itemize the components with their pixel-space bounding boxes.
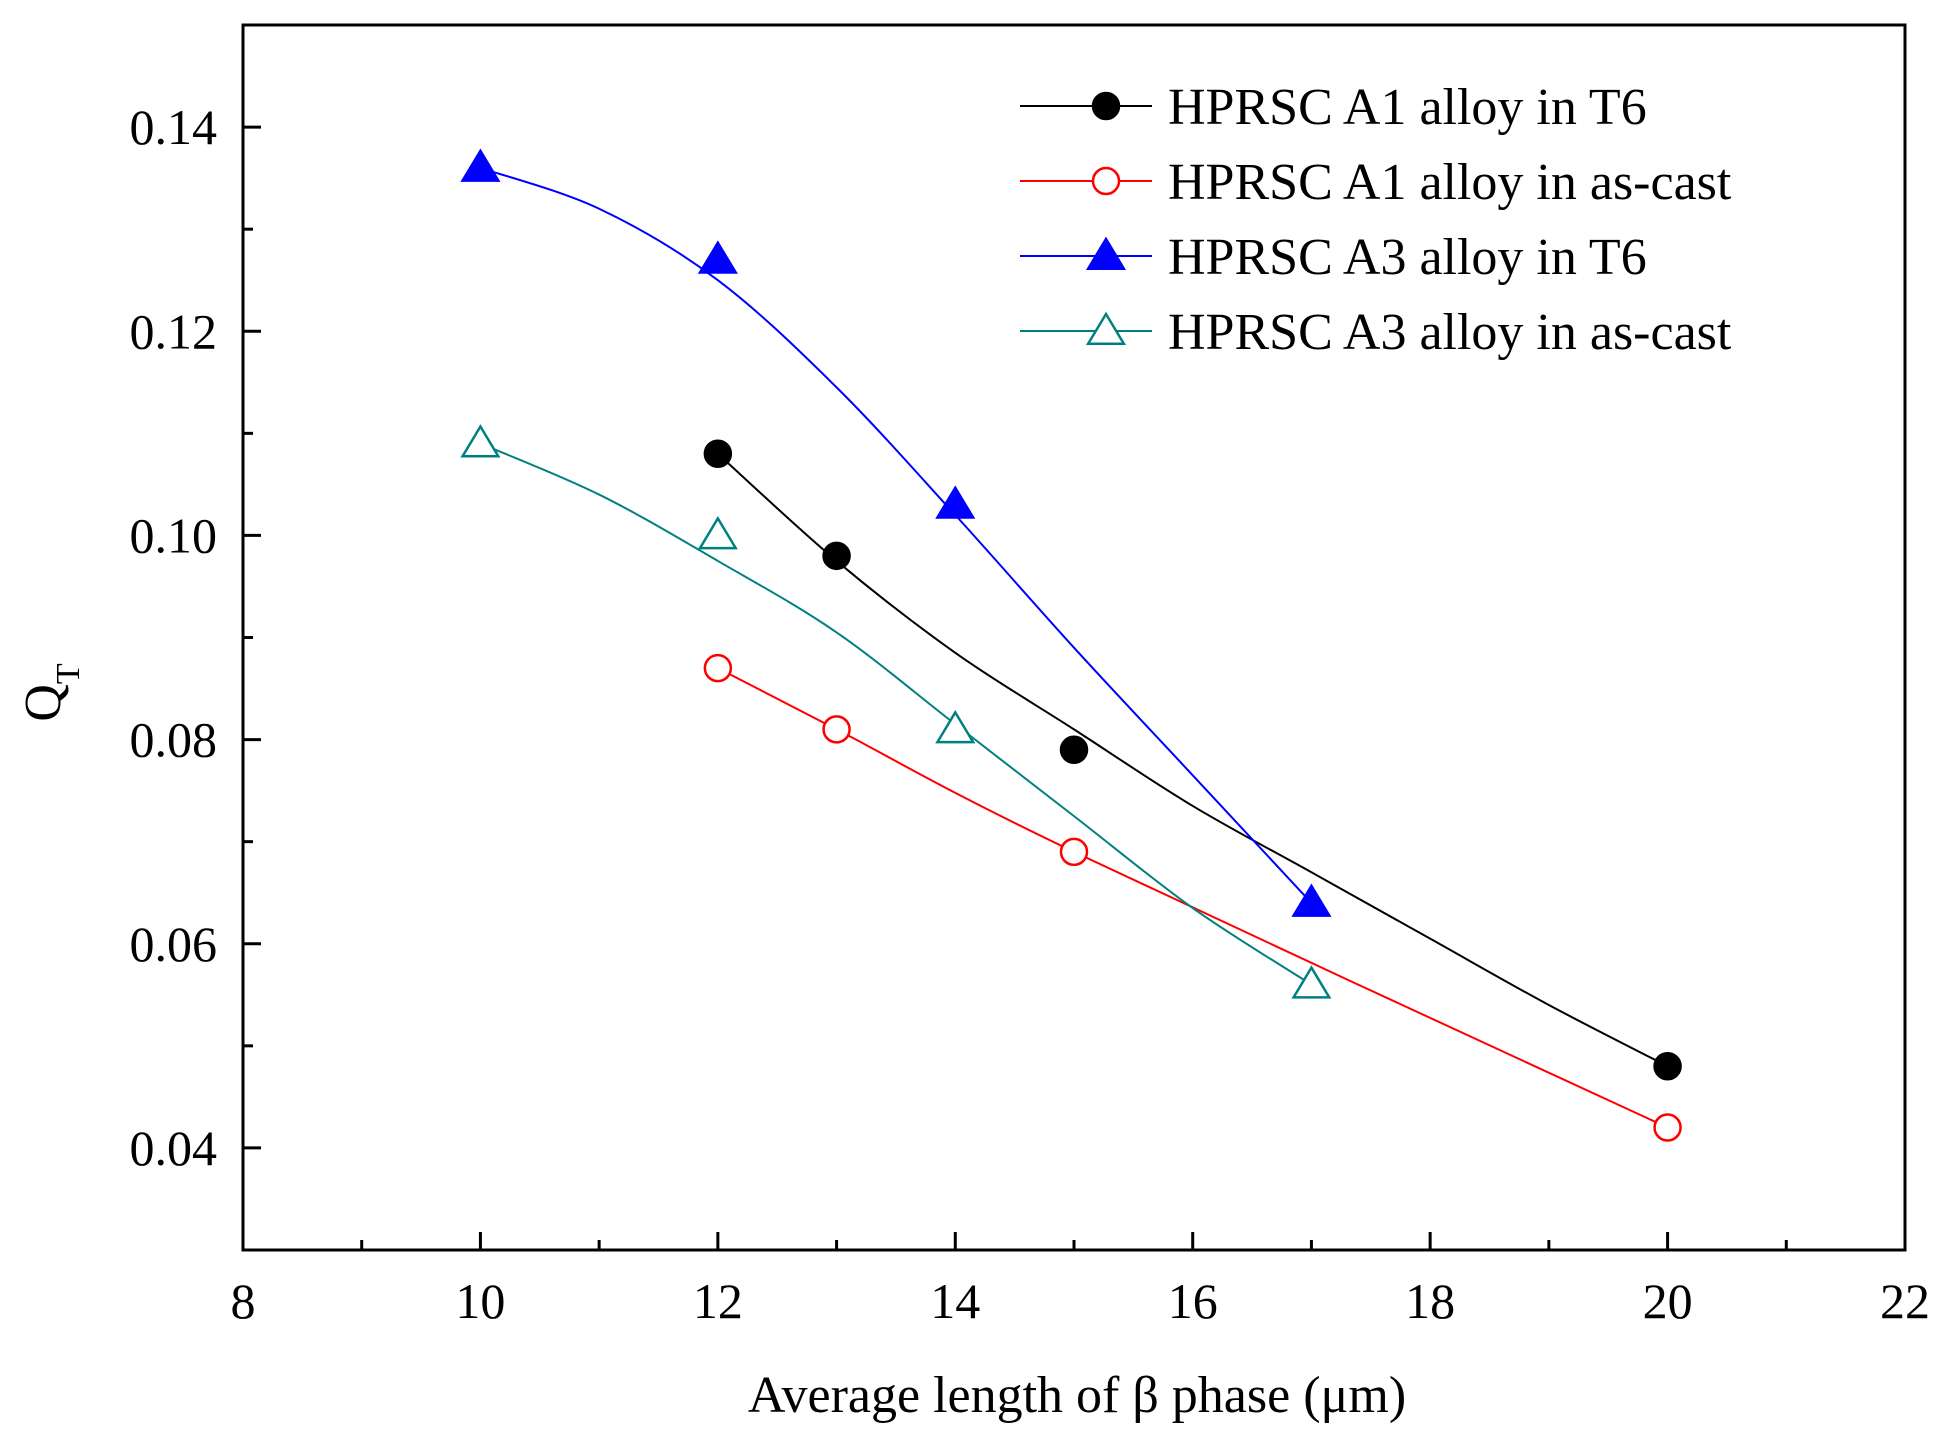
series-4-point: [697, 515, 738, 550]
series-3-point: [935, 485, 976, 519]
legend-marker: [1091, 166, 1121, 196]
x-tick-label: 10: [455, 1273, 505, 1329]
y-tick-label: 0.12: [130, 303, 218, 359]
series-1-line: [717, 453, 1669, 1068]
y-axis-title-subscript: T: [50, 663, 87, 684]
series-4-point: [935, 709, 976, 744]
data-markers: [460, 148, 1682, 1142]
series-2-point: [1653, 1113, 1682, 1142]
x-tick-label: 14: [930, 1273, 980, 1329]
series-3-point: [697, 240, 738, 274]
y-tick-label: 0.14: [130, 99, 218, 155]
series-4-point: [1291, 965, 1332, 999]
series-2-point: [703, 653, 733, 683]
x-axis-title: Average length of β phase (μm): [748, 1367, 1406, 1424]
series-3-line: [480, 166, 1313, 904]
legend-entry: HPRSC A1 alloy in T6: [1020, 79, 1647, 136]
series-2-point: [1059, 837, 1089, 867]
x-tick-label: 20: [1643, 1273, 1693, 1329]
x-tick-label: 12: [693, 1273, 743, 1329]
y-axis-ticks: [243, 23, 261, 1252]
legend-label: HPRSC A3 alloy in as-cast: [1168, 304, 1732, 361]
y-tick-label: 0.06: [130, 916, 218, 972]
series-3-point: [1291, 883, 1332, 917]
x-tick-label: 22: [1880, 1273, 1930, 1329]
x-axis-tick-labels: 8 10 12 14 16 18 20 22: [231, 1273, 1931, 1329]
series-1-point: [1653, 1052, 1682, 1081]
legend-entry: HPRSC A3 alloy in as-cast: [1020, 304, 1732, 361]
svg-text:QT: QT: [15, 663, 87, 722]
legend-entry: HPRSC A3 alloy in T6: [1020, 229, 1647, 286]
x-tick-label: 16: [1168, 1273, 1218, 1329]
series-1-point: [822, 541, 851, 571]
y-axis-title-main: Q: [15, 684, 72, 722]
legend-label: HPRSC A1 alloy in T6: [1168, 79, 1647, 136]
series-3-point: [460, 148, 501, 182]
legend-label: HPRSC A1 alloy in as-cast: [1168, 154, 1732, 211]
legend-marker: [1085, 236, 1127, 270]
legend-marker: [1085, 311, 1127, 345]
y-tick-label: 0.08: [130, 712, 218, 768]
series-2-point: [822, 715, 851, 744]
y-tick-label: 0.10: [130, 507, 218, 563]
fit-lines: [480, 166, 1669, 1129]
legend-entry: HPRSC A1 alloy in as-cast: [1020, 154, 1732, 211]
series-1-point: [703, 439, 733, 468]
legend-label: HPRSC A3 alloy in T6: [1168, 229, 1647, 286]
series-4-point: [460, 424, 501, 458]
y-tick-label: 0.04: [130, 1120, 218, 1176]
x-tick-label: 18: [1405, 1273, 1455, 1329]
legend-marker: [1091, 91, 1121, 121]
x-tick-label: 8: [231, 1273, 256, 1329]
y-axis-title: QT: [15, 663, 87, 722]
legend: HPRSC A1 alloy in T6 HPRSC A1 alloy in as…: [1020, 79, 1732, 361]
series-1-point: [1059, 735, 1089, 765]
y-axis-tick-labels: 0.04 0.06 0.08 0.10 0.12 0.14: [130, 99, 218, 1176]
series-2-line: [717, 667, 1668, 1129]
x-axis-ticks: [241, 1232, 1907, 1250]
series-4-line: [480, 442, 1312, 986]
